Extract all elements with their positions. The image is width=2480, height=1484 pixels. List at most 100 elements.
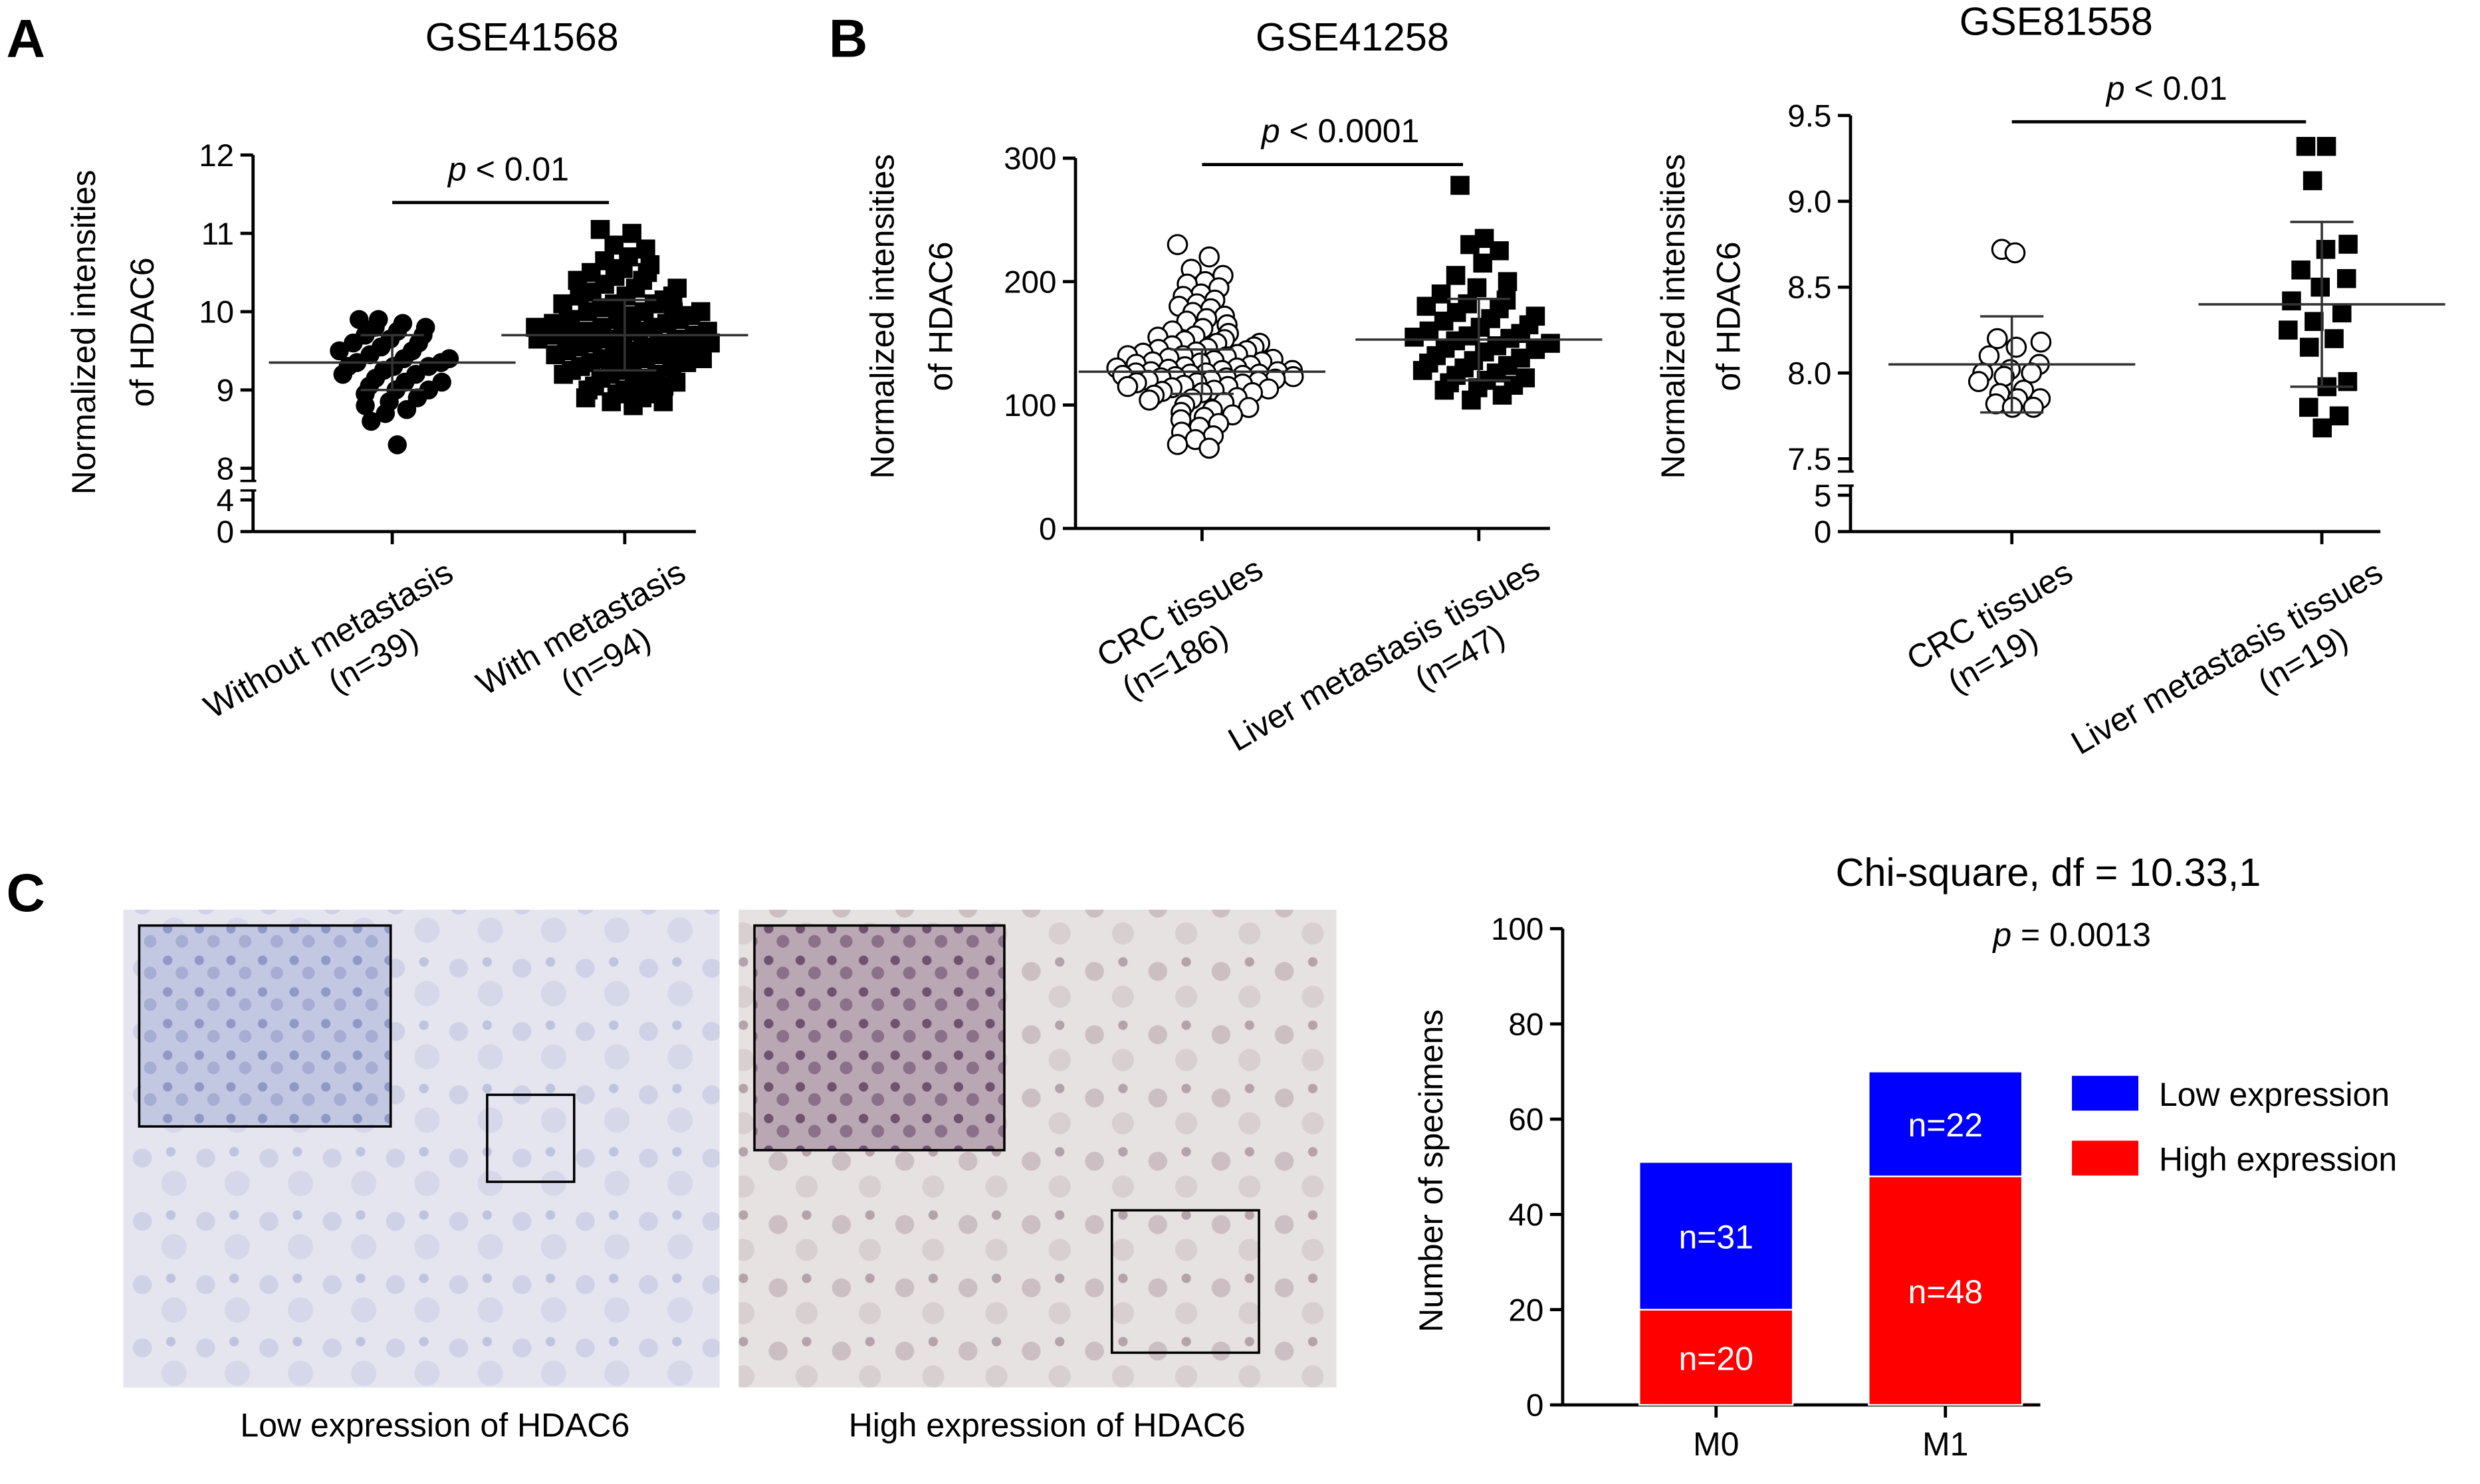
bar-value-label: n=22 [1908, 1107, 1983, 1144]
data-point [1460, 235, 1480, 255]
p-symbol: p [1991, 916, 2011, 954]
legend-swatch [2072, 1140, 2139, 1176]
image-caption: High expression of HDAC6 [849, 1407, 1246, 1444]
bar-segment [1638, 1309, 1794, 1406]
data-point [1412, 361, 1432, 380]
legend-label: Low expression [2159, 1076, 2390, 1113]
data-point [2316, 239, 2336, 259]
data-point [1978, 345, 2000, 367]
y-tick-label: 0 [217, 515, 234, 550]
p-text: < 0.01 [2134, 70, 2227, 107]
bar-segment [1868, 1071, 2023, 1178]
bar-segment [1638, 1161, 1794, 1311]
y-axis-label: of HDAC6 [922, 242, 959, 391]
data-point [2311, 277, 2330, 297]
y-tick-label: 4 [217, 483, 234, 518]
data-point [2005, 336, 2027, 358]
y-tick-label: 9 [217, 373, 234, 408]
data-point [2023, 397, 2044, 418]
data-point [2303, 171, 2322, 191]
axis-break [240, 479, 257, 492]
data-point [2329, 406, 2349, 426]
micrograph-high [738, 909, 1337, 1388]
data-point [1462, 390, 1481, 410]
y-tick-label: 20 [1508, 1293, 1543, 1328]
data-point [2338, 235, 2358, 254]
data-point [349, 310, 369, 330]
y-tick-label: 0 [1039, 512, 1056, 547]
data-point [2312, 418, 2332, 438]
axis-break [1837, 470, 1854, 487]
data-point [623, 396, 643, 415]
data-point [2291, 260, 2311, 280]
data-point [2279, 320, 2298, 340]
data-point [2021, 362, 2042, 384]
data-point [554, 364, 573, 384]
data-point [1282, 366, 1304, 387]
y-tick-label: 10 [199, 295, 234, 330]
x-tick-label: Without metastasis [197, 553, 459, 726]
data-point [663, 302, 683, 322]
panel-label: C [7, 863, 45, 923]
legend-swatch [2072, 1075, 2139, 1111]
y-tick-label: 80 [1508, 1007, 1543, 1042]
data-point [2030, 331, 2052, 353]
p-text: < 0.01 [476, 150, 569, 187]
data-point [1198, 246, 1220, 268]
y-axis-label: Normalized intensities [1654, 154, 1692, 479]
bar-segment [1868, 1175, 2023, 1406]
data-point [362, 411, 381, 431]
data-point [2299, 338, 2319, 357]
data-point [2324, 329, 2344, 348]
y-axis-label: Normalized intensities [65, 169, 102, 494]
y-tick-label: 0 [1526, 1388, 1543, 1424]
y-tick-label: 0 [1814, 515, 1831, 550]
legend-label: High expression [2159, 1141, 2397, 1178]
y-tick-label: 40 [1508, 1198, 1543, 1233]
data-point [2336, 268, 2356, 288]
y-tick-label: 12 [199, 138, 234, 173]
data-point [2296, 136, 2316, 156]
y-tick-label: 7.5 [1787, 442, 1831, 477]
data-point [1498, 272, 1518, 292]
data-point [1405, 328, 1424, 347]
bar-value-label: n=20 [1678, 1340, 1753, 1377]
p-value: p < 0.01 [447, 150, 569, 187]
data-point [1987, 328, 2008, 350]
data-point [1434, 380, 1454, 400]
data-point [2332, 303, 2352, 323]
p-symbol: p [2105, 70, 2125, 107]
p-symbol: p [447, 150, 467, 187]
data-point [576, 388, 596, 407]
data-point [546, 345, 566, 365]
chart-title: GSE81558 [1960, 0, 2153, 43]
data-point [1492, 385, 1512, 405]
y-tick-label: 5 [1814, 478, 1831, 514]
data-point [2305, 312, 2324, 332]
p-value: p < 0.0001 [1260, 112, 1420, 150]
panel-label: B [829, 9, 867, 69]
data-point [2338, 371, 2358, 391]
data-point [397, 399, 417, 419]
data-point [602, 392, 621, 411]
bar-value-label: n=31 [1678, 1219, 1753, 1256]
y-tick-label: 100 [1491, 912, 1543, 947]
p-text: < 0.0001 [1290, 112, 1420, 150]
chart-title: GSE41258 [1256, 15, 1449, 59]
data-point [1490, 241, 1509, 261]
y-tick-label: 300 [1004, 142, 1056, 177]
y-axis-label: of HDAC6 [124, 257, 161, 407]
data-point [2299, 397, 2318, 417]
p-symbol: p [1260, 112, 1280, 150]
data-point [2282, 291, 2301, 311]
data-point [528, 329, 548, 349]
p-value: p = 0.0013 [1991, 916, 2151, 954]
micrograph-low [123, 909, 720, 1388]
y-axis-label: Normalized intensities [863, 154, 901, 479]
y-axis-label: of HDAC6 [1710, 242, 1747, 391]
data-point [333, 364, 353, 384]
y-tick-label: 8 [217, 451, 234, 486]
data-point [1167, 434, 1188, 455]
y-tick-label: 200 [1004, 265, 1056, 300]
